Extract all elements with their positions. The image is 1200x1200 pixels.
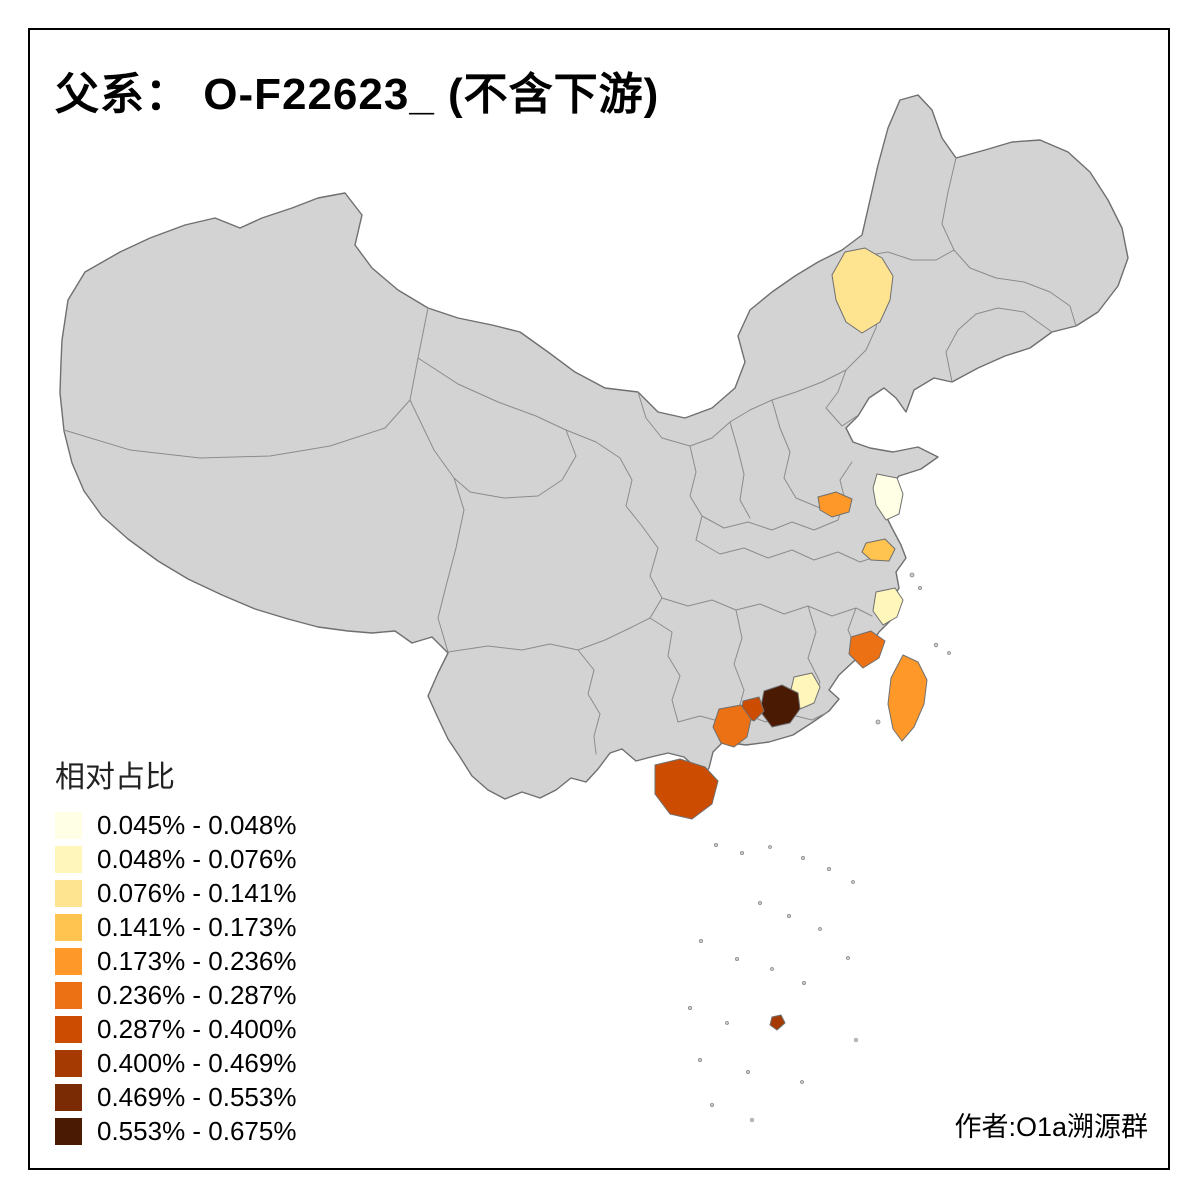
legend-label: 0.469% - 0.553% <box>97 1082 297 1112</box>
legend-item: 0.469% - 0.553% <box>55 1084 296 1111</box>
legend: 相对占比 0.045% - 0.048% 0.048% - 0.076% 0.076… <box>55 752 296 1152</box>
legend-item: 0.287% - 0.400% <box>55 1016 296 1043</box>
legend-swatch <box>55 1050 82 1077</box>
legend-item: 0.045% - 0.048% <box>55 812 296 839</box>
legend-label: 0.400% - 0.469% <box>97 1048 297 1078</box>
legend-swatch <box>55 846 82 873</box>
legend-swatch <box>55 1084 82 1111</box>
china-mainland <box>59 94 1129 800</box>
legend-item: 0.048% - 0.076% <box>55 846 296 873</box>
legend-label: 0.048% - 0.076% <box>97 844 297 874</box>
legend-label: 0.141% - 0.173% <box>97 912 297 942</box>
legend-label: 0.076% - 0.141% <box>97 878 297 908</box>
map-region-northeast <box>831 247 894 334</box>
legend-item: 0.400% - 0.469% <box>55 1050 296 1077</box>
map-region-hainan <box>654 758 719 820</box>
legend-label: 0.045% - 0.048% <box>97 810 297 840</box>
legend-item: 0.553% - 0.675% <box>55 1118 296 1145</box>
legend-swatch <box>55 1118 82 1145</box>
legend-label: 0.553% - 0.675% <box>97 1116 297 1146</box>
legend-swatch <box>55 812 82 839</box>
legend-swatch <box>55 880 82 907</box>
legend-swatch <box>55 1016 82 1043</box>
legend-item: 0.076% - 0.141% <box>55 880 296 907</box>
map-region-east-2 <box>872 473 904 521</box>
legend-swatch <box>55 914 82 941</box>
map-region-east-1 <box>817 491 853 518</box>
legend-item: 0.236% - 0.287% <box>55 982 296 1009</box>
page-title: 父系： O-F22623_ (不含下游) <box>55 70 660 119</box>
map-region-southeast-coast <box>848 630 886 669</box>
map-region-taiwan <box>887 654 928 742</box>
legend-label: 0.287% - 0.400% <box>97 1014 297 1044</box>
legend-item: 0.173% - 0.236% <box>55 948 296 975</box>
map-region-east-coast <box>872 587 904 626</box>
legend-label: 0.236% - 0.287% <box>97 980 297 1010</box>
legend-title: 相对占比 <box>55 761 175 794</box>
attribution: 作者:O1a溯源群 <box>954 1112 1148 1142</box>
legend-label: 0.173% - 0.236% <box>97 946 297 976</box>
legend-items: 0.045% - 0.048% 0.048% - 0.076% 0.076% - 0… <box>55 812 296 1145</box>
legend-swatch <box>55 982 82 1009</box>
island-specks <box>688 572 951 1122</box>
map-region-east-3 <box>861 538 896 562</box>
legend-swatch <box>55 948 82 975</box>
legend-item: 0.141% - 0.173% <box>55 914 296 941</box>
map-region-south-sea-islet <box>769 1014 786 1031</box>
map-region-south-4 <box>712 704 752 748</box>
